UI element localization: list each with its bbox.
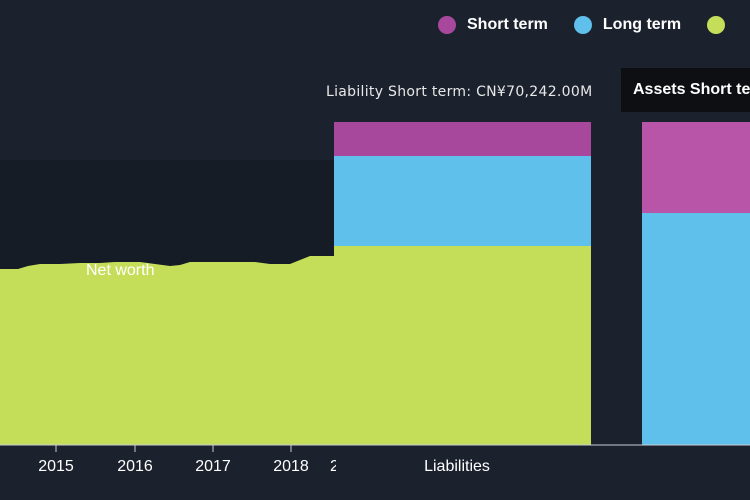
x-tick-label: 2016 <box>117 458 153 475</box>
legend-swatch-long-term <box>573 16 592 34</box>
legend: Short term Long term <box>438 12 750 38</box>
legend-item-equity[interactable] <box>707 16 736 34</box>
legend-item-short-term[interactable]: Short term <box>438 16 548 34</box>
liabilities-short-term-bar[interactable] <box>334 122 591 156</box>
liabilities-bar-label: Liabilities <box>424 458 490 475</box>
x-tick-label: 2018 <box>273 458 309 475</box>
legend-label-long-term: Long term <box>602 16 682 33</box>
liability-tooltip: Liability Short term: CN¥70,242.00M <box>326 84 593 100</box>
legend-item-long-term[interactable]: Long term <box>573 16 682 34</box>
liabilities-long-term-bar[interactable] <box>334 156 591 246</box>
assets-short-term-bar[interactable] <box>642 122 750 213</box>
legend-swatch-short-term <box>438 16 456 34</box>
net-worth-area[interactable] <box>0 256 334 445</box>
legend-label-short-term: Short term <box>467 16 548 33</box>
x-tick-label: 2017 <box>195 458 231 475</box>
net-worth-label: Net worth <box>86 262 155 279</box>
x-tick-label-partial: 2 <box>330 458 336 475</box>
legend-swatch-equity <box>707 16 726 34</box>
assets-tooltip: Assets Short te <box>621 68 750 112</box>
assets-long-term-bar[interactable] <box>642 213 750 445</box>
liabilities-equity-bar[interactable] <box>334 246 591 445</box>
x-tick-label: 2015 <box>38 458 74 475</box>
